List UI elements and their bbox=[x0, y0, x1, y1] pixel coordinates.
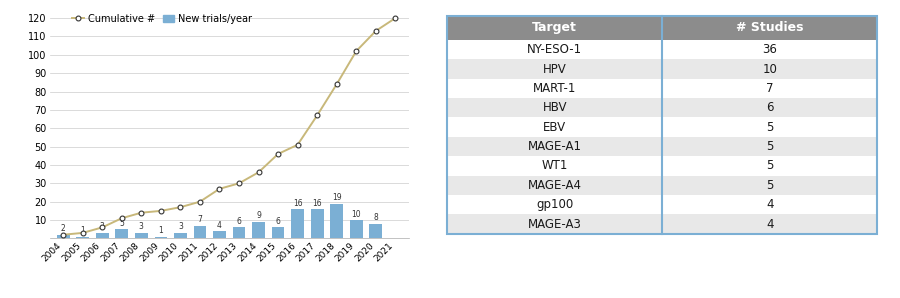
Legend: Cumulative #, New trials/year: Cumulative #, New trials/year bbox=[72, 14, 252, 24]
Text: 6: 6 bbox=[275, 217, 281, 226]
Bar bbox=[115, 229, 128, 238]
Bar bbox=[369, 224, 382, 238]
Bar bbox=[135, 233, 148, 238]
Text: MAGE-A1: MAGE-A1 bbox=[527, 140, 581, 153]
Text: 5: 5 bbox=[766, 179, 773, 192]
Text: 16: 16 bbox=[312, 198, 322, 208]
Text: Target: Target bbox=[532, 21, 577, 34]
Text: 6: 6 bbox=[766, 101, 773, 114]
Text: MAGE-A4: MAGE-A4 bbox=[527, 179, 581, 192]
FancyBboxPatch shape bbox=[447, 215, 878, 234]
Bar bbox=[57, 235, 69, 238]
Text: # Studies: # Studies bbox=[736, 21, 804, 34]
Text: 16: 16 bbox=[292, 198, 302, 208]
Bar bbox=[76, 237, 89, 238]
Text: 5: 5 bbox=[766, 121, 773, 134]
FancyBboxPatch shape bbox=[447, 176, 878, 195]
Bar bbox=[233, 227, 246, 238]
Bar bbox=[292, 209, 304, 238]
FancyBboxPatch shape bbox=[447, 16, 878, 40]
Text: 1: 1 bbox=[80, 226, 86, 235]
Text: 3: 3 bbox=[139, 222, 144, 232]
Bar bbox=[155, 237, 167, 238]
Text: 7: 7 bbox=[766, 82, 773, 95]
Text: HBV: HBV bbox=[543, 101, 567, 114]
Bar bbox=[252, 222, 265, 238]
FancyBboxPatch shape bbox=[447, 156, 878, 176]
Text: MAGE-A3: MAGE-A3 bbox=[527, 218, 581, 231]
Bar bbox=[272, 227, 284, 238]
Bar bbox=[174, 233, 186, 238]
Text: 5: 5 bbox=[766, 159, 773, 173]
Text: 4: 4 bbox=[766, 218, 773, 231]
Text: gp100: gp100 bbox=[536, 198, 573, 211]
Text: 19: 19 bbox=[332, 193, 341, 202]
FancyBboxPatch shape bbox=[447, 40, 878, 59]
Text: 5: 5 bbox=[120, 219, 124, 228]
FancyBboxPatch shape bbox=[447, 137, 878, 156]
Text: 10: 10 bbox=[762, 63, 778, 75]
FancyBboxPatch shape bbox=[447, 195, 878, 215]
Text: 9: 9 bbox=[256, 211, 261, 221]
Text: 3: 3 bbox=[178, 222, 183, 232]
Text: 5: 5 bbox=[766, 140, 773, 153]
Text: 10: 10 bbox=[351, 209, 361, 218]
Bar bbox=[194, 226, 206, 238]
Text: 7: 7 bbox=[197, 215, 202, 224]
Bar bbox=[350, 220, 363, 238]
Bar bbox=[213, 231, 226, 238]
Text: 2: 2 bbox=[61, 224, 66, 233]
Text: 3: 3 bbox=[100, 222, 104, 232]
Text: 6: 6 bbox=[237, 217, 241, 226]
FancyBboxPatch shape bbox=[447, 98, 878, 117]
Text: 4: 4 bbox=[217, 221, 222, 229]
Bar bbox=[310, 209, 323, 238]
Bar bbox=[330, 204, 343, 238]
Bar bbox=[96, 233, 109, 238]
Text: 8: 8 bbox=[374, 213, 378, 222]
Text: 1: 1 bbox=[158, 226, 163, 235]
Text: 36: 36 bbox=[762, 43, 778, 56]
Text: WT1: WT1 bbox=[542, 159, 568, 173]
Text: HPV: HPV bbox=[543, 63, 567, 75]
Text: EBV: EBV bbox=[544, 121, 566, 134]
FancyBboxPatch shape bbox=[447, 117, 878, 137]
FancyBboxPatch shape bbox=[447, 59, 878, 79]
Text: MART-1: MART-1 bbox=[533, 82, 576, 95]
Text: NY-ESO-1: NY-ESO-1 bbox=[527, 43, 582, 56]
FancyBboxPatch shape bbox=[447, 79, 878, 98]
Text: 4: 4 bbox=[766, 198, 773, 211]
